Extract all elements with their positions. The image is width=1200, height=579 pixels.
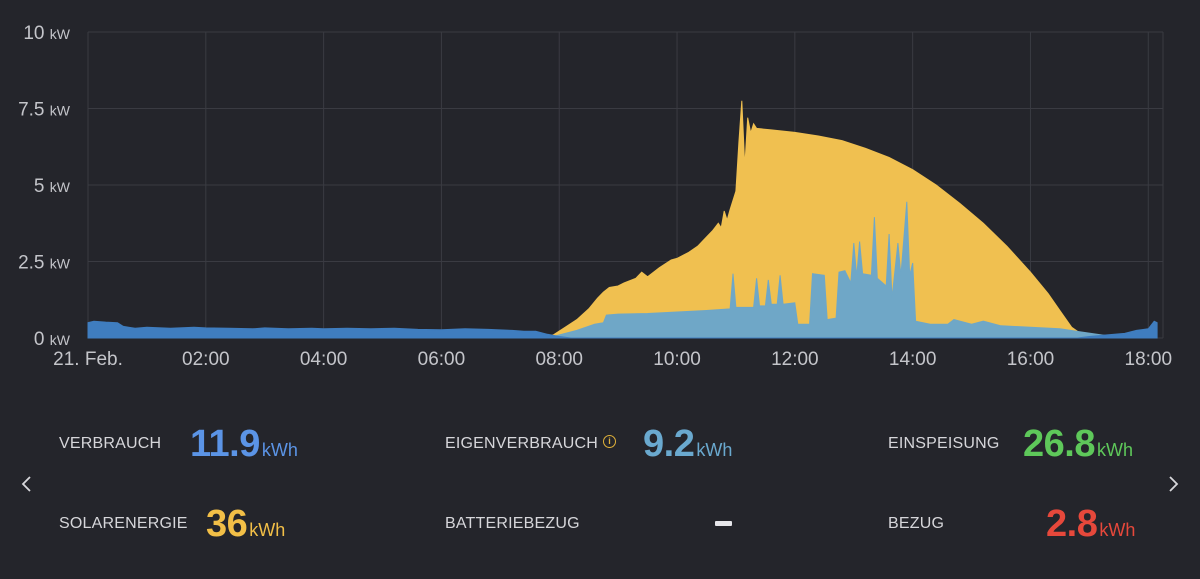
eigenverbrauch-number: 9.2	[643, 423, 695, 465]
y-tick-label: 5 kW	[34, 176, 71, 197]
y-tick-label: 2.5 kW	[18, 253, 71, 274]
chevron-right-icon[interactable]	[1164, 473, 1182, 495]
series-area-2	[87, 320, 1158, 339]
chevron-left-icon[interactable]	[18, 473, 36, 495]
eigenverbrauch-value: 9.2 kWh	[643, 423, 732, 466]
verbrauch-number: 11.9	[190, 423, 260, 465]
dash-icon	[715, 521, 732, 526]
x-tick-label: 12:00	[771, 349, 819, 370]
bezug-label: BEZUG	[888, 515, 945, 532]
x-tick-label: 10:00	[653, 349, 701, 370]
bezug-value: 2.8 kWh	[1046, 503, 1135, 546]
info-circle-icon[interactable]: i	[603, 435, 617, 449]
einspeisung-value: 26.8 kWh	[1023, 423, 1133, 466]
x-tick-label: 08:00	[535, 349, 583, 370]
eigenverbrauch-label-text: EIGENVERBRAUCH	[445, 435, 599, 452]
x-axis-ticks: 21. Feb. 02:00 04:00 06:00 08:00 10:00 12:00 14…	[53, 349, 1172, 370]
series-area-0	[541, 100, 1125, 339]
x-tick-label: 18:00	[1125, 349, 1173, 370]
y-tick-label: 0 kW	[34, 329, 71, 350]
eigenverbrauch-unit: kWh	[696, 440, 733, 460]
einspeisung-number: 26.8	[1023, 423, 1095, 465]
x-tick-label: 16:00	[1007, 349, 1055, 370]
chart-series	[87, 100, 1158, 339]
x-tick-label: 21. Feb.	[53, 349, 123, 370]
bezug-unit: kWh	[1099, 520, 1136, 540]
solarenergie-number: 36	[206, 503, 248, 545]
x-tick-label: 06:00	[418, 349, 466, 370]
solarenergie-label: SOLARENERGIE	[59, 515, 188, 532]
x-tick-label: 04:00	[300, 349, 348, 370]
bezug-number: 2.8	[1046, 503, 1098, 545]
verbrauch-label: VERBRAUCH	[59, 435, 162, 452]
verbrauch-value: 11.9 kWh	[190, 423, 298, 466]
y-tick-label: 10 kW	[23, 23, 70, 44]
x-tick-label: 14:00	[889, 349, 937, 370]
x-tick-label: 02:00	[182, 349, 230, 370]
einspeisung-label: EINSPEISUNG	[888, 435, 1000, 452]
solarenergie-value: 36 kWh	[206, 503, 285, 546]
batteriebezug-label: BATTERIEBEZUG	[445, 515, 580, 532]
y-axis-ticks: 0 kW 2.5 kW 5 kW 7.5 kW 10 kW	[18, 23, 71, 350]
stats-panel: VERBRAUCH 11.9 kWh EIGENVERBRAUCH i 9.2 k…	[0, 405, 1200, 579]
power-chart: 0 kW 2.5 kW 5 kW 7.5 kW 10 kW 21. Feb. 02:00 0…	[18, 23, 1172, 370]
series-area-1	[535, 201, 1125, 339]
einspeisung-unit: kWh	[1096, 440, 1133, 460]
solarenergie-unit: kWh	[249, 520, 286, 540]
y-tick-label: 7.5 kW	[18, 100, 71, 121]
verbrauch-unit: kWh	[261, 440, 298, 460]
eigenverbrauch-label[interactable]: EIGENVERBRAUCH i	[445, 435, 617, 453]
